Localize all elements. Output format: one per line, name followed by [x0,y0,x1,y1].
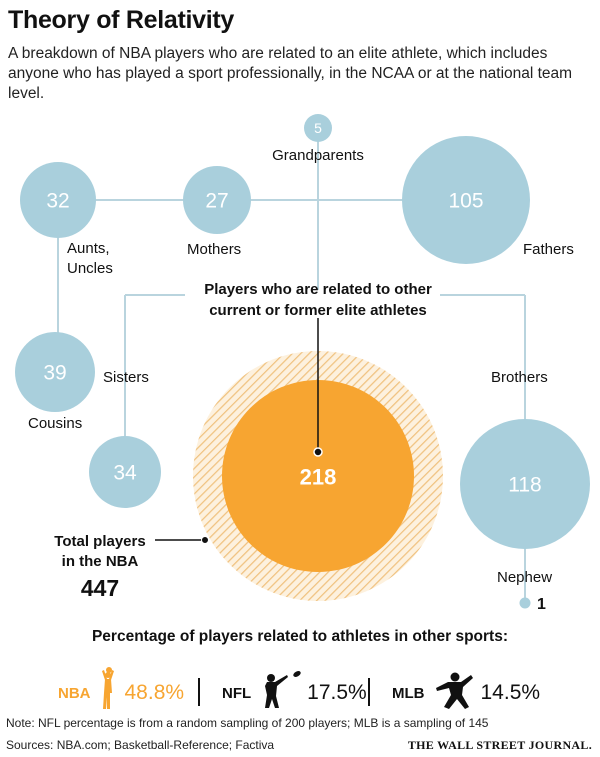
bubble-aunts-uncles [20,162,96,238]
label-mothers: Mothers [187,241,241,258]
value-grandparents: 5 [314,120,322,136]
bubble-fathers [402,136,530,264]
sports-heading: Percentage of players related to athlete… [91,628,509,645]
baseball-pitcher-icon [435,672,473,709]
label-fathers: Fathers [523,241,574,258]
separator [198,678,200,706]
bubble-cousins [15,332,95,412]
sport-nfl: NFL 17.5% [222,671,367,710]
bubble-mothers [183,166,251,234]
bubble-sisters [89,436,161,508]
value-aunts-uncles: 32 [46,190,69,213]
page-subtitle: A breakdown of NBA players who are relat… [8,45,573,102]
value-fathers: 105 [448,190,483,213]
page-title: Theory of Relativity [8,6,234,34]
label-nephew: Nephew [497,569,552,586]
value-brothers: 118 [508,474,541,497]
sport-pct-nba: 48.8% [124,681,185,704]
value-sisters: 34 [113,462,137,485]
value-mothers: 27 [205,190,228,213]
value-related-players: 218 [300,465,337,490]
callout-line1: Players who are related to other [204,281,432,298]
bubble-nephew [519,597,531,609]
sport-pct-nfl: 17.5% [307,681,367,704]
sport-pct-mlb: 14.5% [480,681,541,704]
basketball-player-icon [101,667,114,709]
footnote: Note: NFL percentage is from a random sa… [6,716,489,730]
label-brothers: Brothers [491,369,548,386]
label-cousins: Cousins [28,415,82,432]
label-sisters: Sisters [103,369,149,386]
relations-bubble-chart: 5 32 27 105 39 34 118 1 218 Grandparents… [15,114,590,613]
bubble-grandparents [304,114,332,142]
connector-lines [57,128,526,600]
publisher-credit: THE WALL STREET JOURNAL. [407,738,592,752]
total-pointer-dot [201,536,209,544]
related-players-circle [222,380,414,572]
sport-name-mlb: MLB [392,684,425,702]
sources: Sources: NBA.com; Basketball-Reference; … [6,738,275,752]
sport-name-nba: NBA [58,684,91,702]
separator [368,678,370,706]
value-nephew: 1 [537,596,546,613]
football-player-icon [265,671,301,708]
value-cousins: 39 [43,362,66,385]
sport-nba: NBA 48.8% [58,667,185,710]
callout-dot [313,447,323,457]
label-grandparents: Grandparents [272,147,364,164]
total-label-line2: in the NBA [62,553,139,570]
bubble-brothers [460,419,590,549]
sport-mlb: MLB 14.5% [392,672,541,710]
sport-name-nfl: NFL [222,684,252,702]
label-aunts-line1: Aunts, [67,240,110,257]
callout-line2: current or former elite athletes [209,302,427,319]
total-value: 447 [81,575,119,601]
label-aunts-line2: Uncles [67,260,113,277]
total-label-line1: Total players [54,533,145,550]
